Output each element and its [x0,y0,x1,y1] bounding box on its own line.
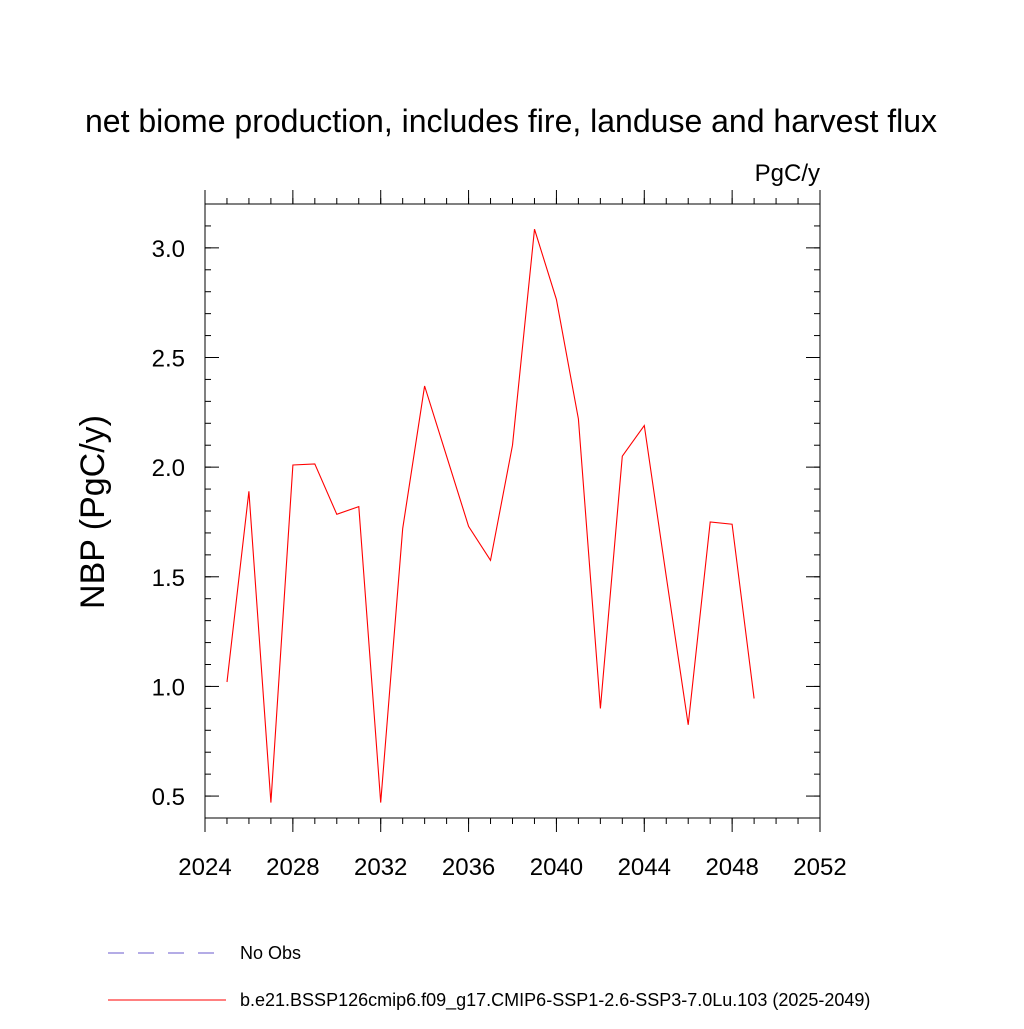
series-layer [226,229,755,803]
y-tick-label: 1.5 [152,565,185,592]
legend: No Obs b.e21.BSSP126cmip6.f09_g17.CMIP6-S… [108,943,870,1011]
x-tick-label: 2028 [266,854,319,881]
x-tick-label: 2032 [354,854,407,881]
x-tick-label: 2048 [705,854,758,881]
chart-title: net biome production, includes fire, lan… [85,103,937,139]
y-axis-label: NBP (PgC/y) [74,415,112,609]
axes: 2024 2028 2032 2036 2040 2044 2048 2052 0.5 1.0 1.… [152,190,847,881]
units-label: PgC/y [755,160,820,187]
x-tick-label: 2036 [442,854,495,881]
x-tick-label: 2052 [793,854,846,881]
legend-label: b.e21.BSSP126cmip6.f09_g17.CMIP6-SSP1-2.… [240,990,870,1011]
plot-frame [204,203,821,819]
y-tick-label: 3.0 [152,236,185,263]
x-tick-label: 2024 [178,854,231,881]
y-tick-label: 2.5 [152,346,185,373]
y-tick-label: 0.5 [152,784,185,811]
legend-label: No Obs [240,943,301,963]
series-line [226,229,755,803]
x-tick-label: 2044 [618,854,671,881]
y-tick-label: 1.0 [152,674,185,701]
x-tick-label: 2040 [530,854,583,881]
y-tick-label: 2.0 [152,455,185,482]
